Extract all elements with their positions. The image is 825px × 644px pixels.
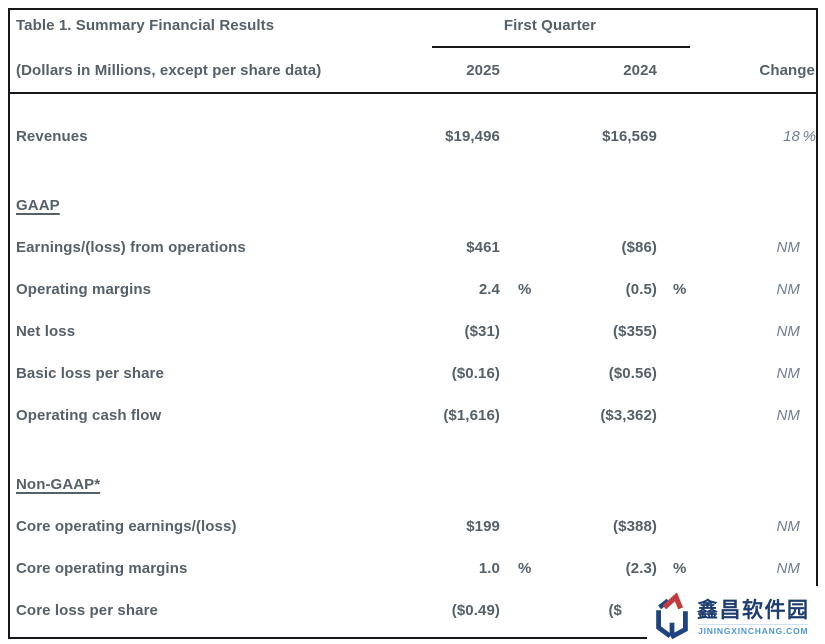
cell-change-value: NM bbox=[776, 517, 800, 535]
cell-2025-value: ($0.16) bbox=[451, 364, 500, 382]
table-row: Net loss ($31) ($355) NM bbox=[10, 310, 816, 352]
xinchang-logo-icon bbox=[656, 592, 688, 640]
row-label: Operating margins bbox=[16, 280, 152, 298]
cell-2025-percent: % bbox=[518, 280, 532, 298]
cell-2024-value: ($388) bbox=[613, 517, 657, 535]
section-label: GAAP bbox=[16, 196, 60, 214]
column-group-label: First Quarter bbox=[503, 17, 597, 34]
table-row: Core operating earnings/(loss) $199 ($388)… bbox=[10, 505, 816, 547]
cell-2024-value: ($ bbox=[608, 601, 622, 619]
table-row: Revenues $19,496 $16,569 18% bbox=[10, 115, 816, 157]
row-label: Net loss bbox=[16, 322, 76, 340]
cell-change-value: NM bbox=[776, 559, 800, 577]
watermark-site-name: 鑫昌软件园 bbox=[697, 599, 810, 622]
row-label: Core operating margins bbox=[16, 559, 188, 577]
cell-2024-percent: % bbox=[673, 280, 687, 298]
first-quarter-column-group: First Quarter bbox=[410, 17, 690, 48]
cell-change-value: NM bbox=[776, 364, 800, 382]
table-row: Core loss per share ($0.49) ($ bbox=[10, 589, 816, 631]
row-label: Core loss per share bbox=[16, 601, 158, 619]
cell-change-value: 18 bbox=[783, 127, 800, 145]
cell-2024-value: (0.5) bbox=[625, 280, 657, 298]
cell-change-value: NM bbox=[776, 406, 800, 424]
row-label: Earnings/(loss) from operations bbox=[16, 238, 246, 256]
cell-2024-percent: % bbox=[673, 559, 687, 577]
cell-2024-value: ($3,362) bbox=[600, 406, 657, 424]
table-header-row-2: (Dollars in Millions, except per share d… bbox=[10, 48, 816, 94]
column-header-2025: 2025 bbox=[466, 61, 500, 79]
cell-2025-value: $461 bbox=[466, 238, 500, 256]
row-label: Operating cash flow bbox=[16, 406, 162, 424]
table-subtitle: (Dollars in Millions, except per share d… bbox=[16, 61, 322, 79]
cell-2025-value: ($1,616) bbox=[443, 406, 500, 424]
watermark: 鑫昌软件园 JININGXINCHANG.COM bbox=[647, 586, 825, 644]
cell-change-value: NM bbox=[776, 280, 800, 298]
table-row: Operating margins 2.4% (0.5)% NM bbox=[10, 268, 816, 310]
cell-2024-value: ($86) bbox=[621, 238, 657, 256]
section-label: Non-GAAP* bbox=[16, 475, 101, 493]
watermark-domain: JININGXINCHANG.COM bbox=[698, 624, 809, 636]
cell-2025-value: ($0.49) bbox=[451, 601, 500, 619]
row-label: Revenues bbox=[16, 127, 88, 145]
cell-2025-value: 1.0 bbox=[478, 559, 500, 577]
section-row: Non-GAAP* bbox=[10, 463, 816, 505]
watermark-text-block: 鑫昌软件园 JININGXINCHANG.COM bbox=[697, 599, 810, 637]
table-title: Table 1. Summary Financial Results bbox=[16, 17, 275, 34]
cell-2025-value: 2.4 bbox=[478, 280, 500, 298]
table-body: Revenues $19,496 $16,569 18% GAAP Earnings/(l… bbox=[10, 94, 816, 631]
row-label: Core operating earnings/(loss) bbox=[16, 517, 237, 535]
cell-2025-percent: % bbox=[518, 559, 532, 577]
cell-2025-value: ($31) bbox=[464, 322, 500, 340]
section-row: GAAP bbox=[10, 184, 816, 226]
table-row: Earnings/(loss) from operations $461 ($86)… bbox=[10, 226, 816, 268]
cell-2024-value: (2.3) bbox=[625, 559, 657, 577]
cell-2025-value: $199 bbox=[466, 517, 500, 535]
column-header-change: Change bbox=[759, 61, 815, 79]
cell-2024-value: ($0.56) bbox=[608, 364, 657, 382]
column-group-underline bbox=[432, 46, 690, 48]
table-row: Core operating margins 1.0% (2.3)% NM bbox=[10, 547, 816, 589]
cell-change-percent: % bbox=[802, 127, 816, 145]
table-header-row-1: Table 1. Summary Financial Results First… bbox=[10, 10, 816, 48]
cell-2024-value: $16,569 bbox=[602, 127, 657, 145]
column-header-2024: 2024 bbox=[623, 61, 657, 79]
cell-change-value: NM bbox=[776, 238, 800, 256]
row-label: Basic loss per share bbox=[16, 364, 164, 382]
cell-2025-value: $19,496 bbox=[445, 127, 500, 145]
financial-results-table: Table 1. Summary Financial Results First… bbox=[8, 8, 818, 639]
table-row: Operating cash flow ($1,616) ($3,362) NM bbox=[10, 394, 816, 436]
cell-2024-value: ($355) bbox=[613, 322, 657, 340]
table-row: Basic loss per share ($0.16) ($0.56) NM bbox=[10, 352, 816, 394]
cell-change-value: NM bbox=[776, 322, 800, 340]
